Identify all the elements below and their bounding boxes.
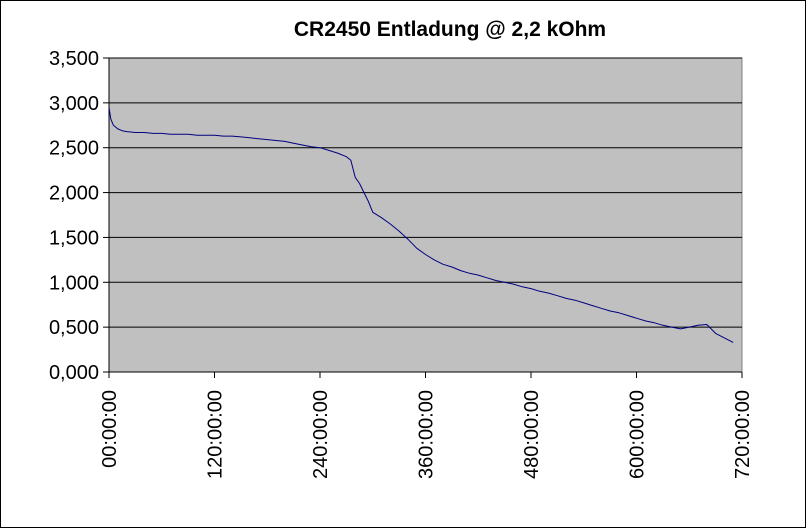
x-tick-label: 360:00:00 — [416, 390, 438, 479]
x-tick-label: 720:00:00 — [732, 390, 754, 479]
y-tick-label: 2,500 — [49, 138, 99, 160]
series-line-0 — [108, 107, 734, 343]
x-tick-label: 120:00:00 — [205, 390, 227, 479]
plot-area — [108, 57, 743, 373]
y-tick-label: 0,500 — [49, 317, 99, 339]
y-tick-label: 1,500 — [49, 227, 99, 249]
y-tick-label: 2,000 — [49, 183, 99, 205]
y-tick-label: 3,500 — [49, 48, 99, 70]
plot-background — [108, 57, 743, 373]
x-tick-label: 600:00:00 — [627, 390, 649, 479]
y-tick-label: 0,000 — [49, 362, 99, 384]
x-tick-label: 00:00:00 — [99, 390, 121, 468]
x-tick-label: 480:00:00 — [521, 390, 543, 479]
y-tick-label: 1,000 — [49, 272, 99, 294]
y-tick-label: 3,000 — [49, 93, 99, 115]
x-tick-label: 240:00:00 — [310, 390, 332, 479]
x-axis: 00:00:00 120:00:00 240:00:00 360:00:00 480:0… — [99, 371, 754, 479]
series-layer — [108, 107, 734, 343]
y-axis: 0,000 0,500 1,000 1,500 2,000 2,500 3,000 3,500 — [49, 48, 110, 384]
chart-title: CR2450 Entladung @ 2,2 kOhm — [294, 18, 606, 41]
